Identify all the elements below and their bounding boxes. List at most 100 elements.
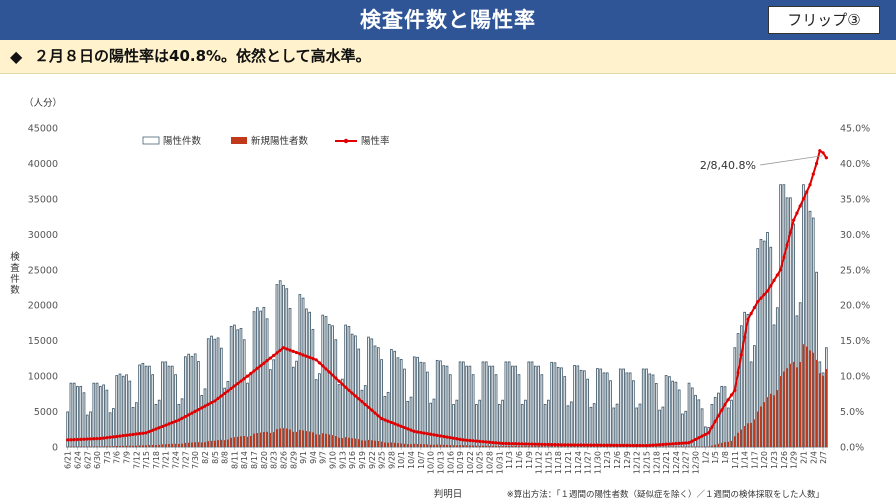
- x-tick-label: 11/30: [593, 451, 602, 474]
- positives-bar: [796, 367, 798, 447]
- positivity-rate-point: [671, 442, 675, 446]
- tests-bar: [396, 357, 400, 448]
- positivity-rate-point: [272, 353, 276, 358]
- positives-bar: [387, 442, 390, 447]
- positivity-rate-point: [432, 433, 436, 437]
- x-tick-label: 11/27: [584, 451, 593, 474]
- tests-bar: [170, 365, 174, 448]
- positivity-rate-point: [664, 442, 668, 446]
- tests-bar: [739, 325, 743, 448]
- positives-bar: [272, 432, 275, 447]
- positives-bar: [105, 446, 108, 447]
- positivity-rate-point: [556, 443, 560, 447]
- positives-bar: [805, 346, 808, 447]
- tests-bar: [625, 372, 629, 448]
- tests-bar: [491, 365, 495, 448]
- positivity-rate-point: [379, 417, 384, 421]
- y-right-tick-label: 0.0%: [840, 443, 864, 454]
- positives-bar: [514, 445, 517, 447]
- positives-bar: [253, 433, 255, 447]
- positivity-rate-point: [229, 386, 233, 391]
- positives-bar: [406, 444, 409, 447]
- positivity-rate-point: [651, 443, 655, 447]
- positivity-rate-point: [415, 430, 420, 434]
- positives-bar: [374, 440, 376, 447]
- x-tick-label: 9/19: [358, 451, 367, 469]
- positives-bar: [488, 445, 491, 447]
- positives-bar: [737, 432, 739, 447]
- positivity-rate-point: [376, 414, 380, 418]
- tests-bar: [583, 370, 586, 448]
- positivity-rate-point: [223, 391, 227, 396]
- tests-bar: [547, 399, 550, 448]
- positivity-rate-point: [471, 439, 475, 443]
- tests-bar: [347, 326, 351, 448]
- positivity-rate-point: [265, 359, 269, 363]
- positivity-rate-point: [703, 432, 707, 437]
- positivity-rate-point: [465, 438, 469, 442]
- positivity-rate-point: [808, 183, 812, 187]
- x-tick-label: 8/11: [230, 451, 239, 469]
- x-tick-label: 7/6: [113, 451, 122, 464]
- positivity-rate-point: [151, 428, 155, 432]
- positives-bar: [524, 446, 527, 447]
- x-tick-label: 12/30: [692, 451, 701, 474]
- tests-bar: [628, 372, 632, 448]
- tests-bar: [167, 365, 171, 448]
- tests-bar: [298, 294, 302, 448]
- positivity-rate-point: [824, 156, 828, 160]
- positivity-rate-point: [409, 428, 413, 432]
- positivity-rate-point: [484, 440, 488, 444]
- legend-swatch-positives: [231, 137, 247, 144]
- tests-bar: [305, 308, 308, 448]
- positivity-rate-point: [160, 424, 165, 429]
- positivity-rate-point: [291, 349, 295, 353]
- positivity-rate-point: [357, 397, 361, 401]
- positivity-rate-point: [674, 442, 678, 446]
- x-tick-label: 2/7: [819, 451, 828, 464]
- x-tick-label: 7/30: [191, 451, 200, 469]
- tests-bar: [134, 402, 138, 448]
- positives-bar: [671, 446, 674, 447]
- positivity-rate-point: [756, 300, 760, 304]
- positivity-rate-point: [209, 401, 214, 405]
- positives-bar: [491, 445, 494, 447]
- x-tick-label: 9/1: [299, 451, 308, 464]
- tests-bar: [524, 399, 527, 448]
- positivity-rate-point: [546, 442, 550, 447]
- tests-bar: [239, 328, 243, 448]
- positives-bar: [508, 445, 511, 447]
- positivity-rate-point: [618, 443, 622, 447]
- positives-bar: [321, 433, 324, 447]
- positivity-rate-point: [504, 441, 508, 446]
- tests-bar: [654, 383, 658, 448]
- positives-bar: [184, 442, 187, 447]
- positives-bar: [171, 443, 174, 447]
- tests-bar: [700, 408, 704, 448]
- x-tick-label: 1/5: [711, 451, 720, 464]
- positives-bar: [495, 445, 497, 447]
- positivity-rate-point: [474, 439, 479, 443]
- tests-bar: [331, 325, 334, 448]
- positives-bar: [148, 445, 151, 447]
- positivity-rate-point: [612, 443, 616, 447]
- positivity-rate-point: [347, 388, 351, 392]
- positives-bar: [462, 445, 465, 447]
- positives-bar: [115, 446, 118, 447]
- positives-bar: [570, 446, 573, 447]
- tests-bar: [445, 365, 449, 448]
- positivity-rate-point: [716, 414, 721, 418]
- positives-bar: [217, 440, 219, 447]
- positives-bar: [207, 441, 210, 447]
- legend-label-positives: 新規陽性者数: [251, 135, 309, 147]
- positivity-rate-point: [82, 437, 86, 441]
- tests-bar: [340, 378, 344, 448]
- positivity-rate-point: [131, 432, 135, 437]
- positivity-rate-point: [654, 443, 658, 447]
- positivity-rate-point: [762, 292, 766, 297]
- positivity-rate-point: [144, 431, 148, 435]
- positivity-rate-point: [324, 367, 328, 371]
- tests-bar: [736, 333, 740, 448]
- tests-bar: [213, 338, 217, 448]
- x-tick-label: 7/9: [123, 451, 132, 464]
